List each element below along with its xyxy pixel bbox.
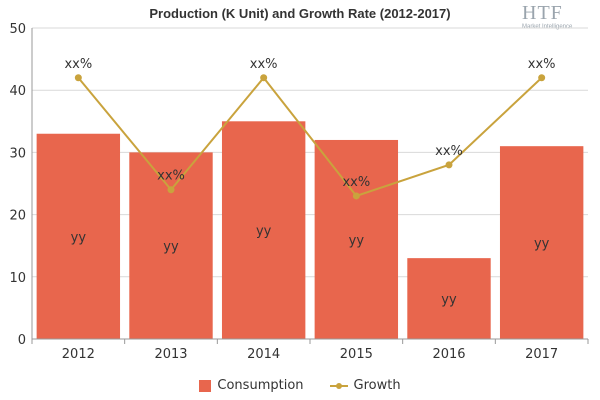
bar-data-label: yy — [534, 237, 550, 252]
legend-item-growth[interactable]: Growth — [329, 378, 401, 393]
growth-point — [74, 74, 82, 82]
bar-consumption — [129, 152, 213, 339]
y-tick-label: 30 — [9, 146, 26, 161]
htf-logo: HTF Market Intelligence — [522, 2, 592, 36]
logo-subtext: Market Intelligence — [522, 24, 573, 30]
growth-data-label: xx% — [250, 57, 278, 72]
legend-swatch-bar — [199, 379, 212, 392]
y-tick-label: 20 — [9, 209, 26, 224]
growth-data-label: xx% — [64, 57, 92, 72]
bar-data-label: yy — [256, 224, 272, 239]
growth-data-label: xx% — [435, 144, 463, 159]
x-tick-label: 2016 — [432, 347, 465, 362]
growth-point — [260, 74, 268, 82]
y-tick-label: 0 — [18, 333, 26, 348]
x-tick-label: 2015 — [340, 347, 373, 362]
growth-point — [167, 186, 175, 194]
growth-data-label: xx% — [157, 169, 185, 184]
legend-label-growth: Growth — [353, 378, 401, 393]
bar-layer — [36, 121, 584, 339]
growth-point — [538, 74, 546, 82]
y-tick-label: 40 — [9, 84, 26, 99]
growth-data-label: xx% — [528, 57, 556, 72]
legend-label-consumption: Consumption — [217, 378, 304, 393]
legend-item-consumption[interactable]: Consumption — [199, 378, 304, 393]
bar-data-label: yy — [349, 233, 365, 248]
growth-data-label: xx% — [342, 175, 370, 190]
label-layer: yy yy yy yy yy yy xx% xx% xx% xx% xx% xx% — [64, 57, 555, 308]
bar-data-label: yy — [441, 293, 457, 308]
x-tick-label: 2014 — [247, 347, 280, 362]
growth-line — [77, 76, 543, 198]
chart-title: Production (K Unit) and Growth Rate (201… — [149, 6, 451, 21]
y-tick-label: 50 — [9, 22, 26, 37]
axis-layer: 0 10 20 30 40 50 2012 2013 2014 2015 2016 2017 — [9, 22, 589, 362]
legend: Consumption Growth — [0, 378, 600, 393]
bar-consumption — [407, 258, 491, 339]
bar-data-label: yy — [163, 240, 179, 255]
x-tick-label: 2013 — [154, 347, 187, 362]
legend-swatch-line — [329, 380, 348, 392]
line-layer — [74, 74, 546, 200]
bar-consumption — [221, 121, 306, 339]
x-tick-label: 2017 — [525, 347, 558, 362]
logo-text: HTF — [522, 2, 563, 24]
bar-consumption — [36, 133, 121, 339]
bar-consumption — [314, 139, 399, 339]
y-tick-label: 10 — [9, 271, 26, 286]
x-tick-label: 2012 — [62, 347, 95, 362]
bar-consumption — [499, 146, 584, 339]
growth-point — [352, 192, 360, 200]
growth-point — [445, 161, 453, 169]
bar-data-label: yy — [71, 230, 87, 245]
